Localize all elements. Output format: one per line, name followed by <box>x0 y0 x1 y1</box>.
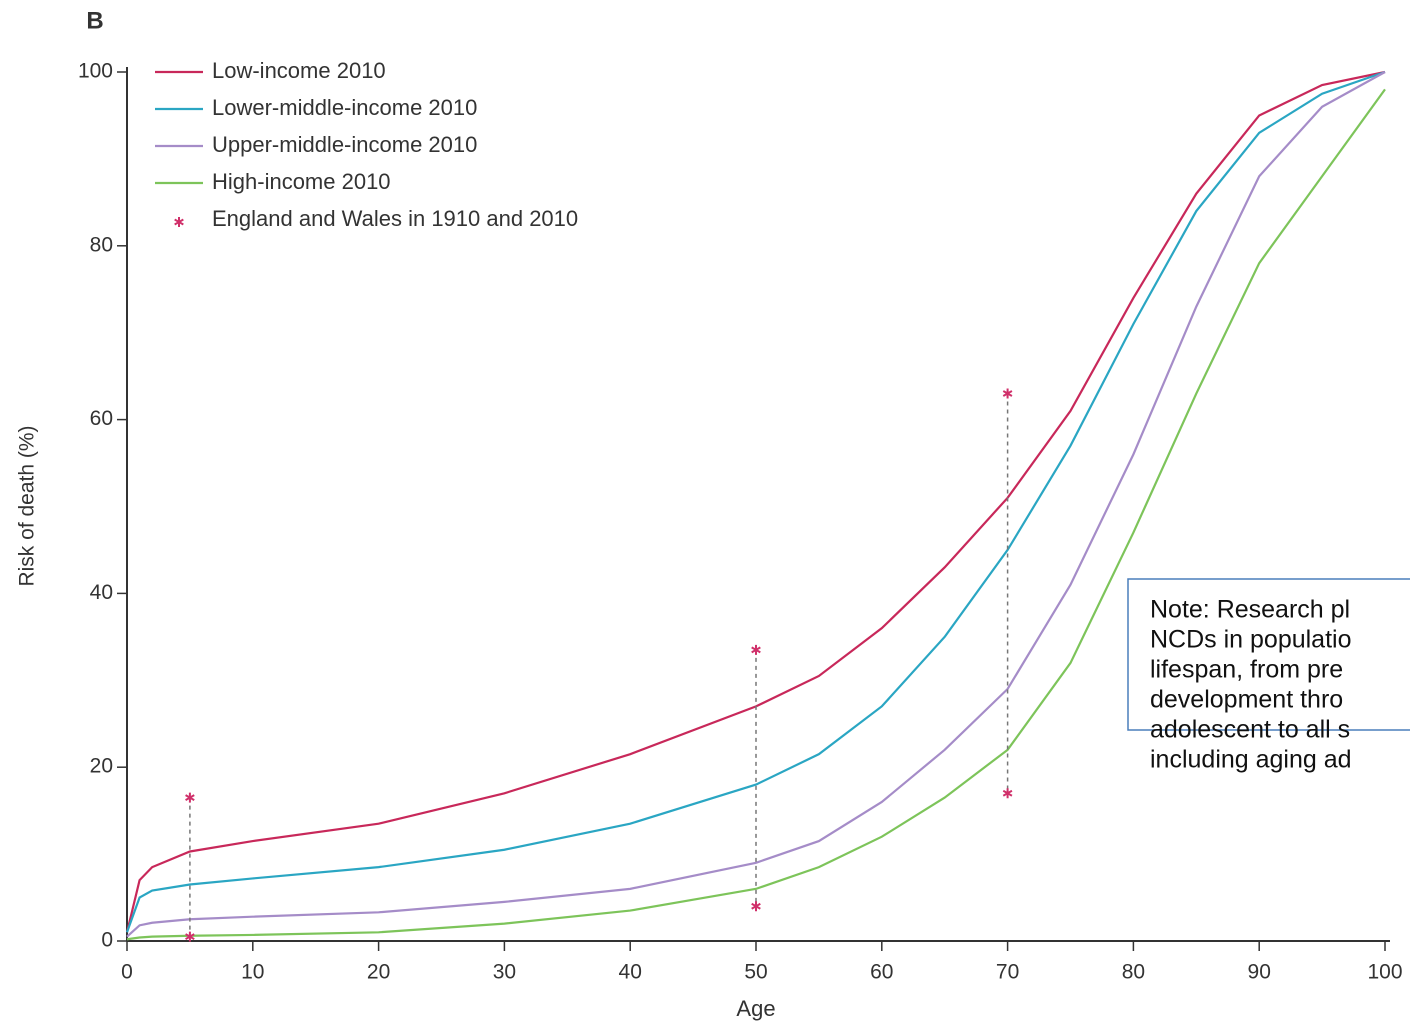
x-tick-label: 60 <box>870 961 893 984</box>
legend-marker <box>174 217 184 227</box>
y-tick-label: 80 <box>90 233 113 256</box>
x-tick-label: 80 <box>1122 961 1145 984</box>
legend-label: Lower-middle-income 2010 <box>212 95 477 120</box>
scatter-point <box>185 792 195 803</box>
note-text: development thro <box>1150 686 1343 714</box>
x-tick-label: 70 <box>996 961 1019 984</box>
note-text: lifespan, from pre <box>1150 656 1343 684</box>
series-line <box>126 71 1386 938</box>
series-line <box>125 70 1386 933</box>
x-tick-label: 100 <box>1367 961 1402 984</box>
scatter-point <box>185 931 195 942</box>
x-tick-label: 30 <box>493 961 516 984</box>
scatter-point <box>1002 788 1013 799</box>
y-tick-label: 40 <box>90 581 113 604</box>
legend-label: High-income 2010 <box>212 169 391 194</box>
y-axis-label: Risk of death (%) <box>16 425 39 586</box>
panel-label: B <box>86 7 103 34</box>
x-tick-label: 90 <box>1248 961 1271 984</box>
legend-label: Low-income 2010 <box>212 58 386 83</box>
y-tick-label: 0 <box>101 929 113 952</box>
scatter-point <box>751 901 761 912</box>
x-tick-label: 50 <box>744 961 767 984</box>
legend-label: Upper-middle-income 2010 <box>212 132 477 157</box>
series-line <box>125 70 1386 933</box>
note-box <box>1127 578 1410 731</box>
note-text: Note: Research pl <box>1150 596 1350 624</box>
y-tick-label: 20 <box>90 755 113 778</box>
scatter-point <box>1002 388 1013 399</box>
scatter-point <box>751 644 761 655</box>
x-tick-label: 10 <box>241 961 264 984</box>
note-text: including aging ad <box>1150 746 1352 774</box>
x-tick-label: 0 <box>121 961 133 984</box>
note-text: NCDs in populatio <box>1150 626 1352 654</box>
x-tick-label: 40 <box>619 961 642 984</box>
x-axis-label: Age <box>736 996 775 1021</box>
note-text: adolescent to all s <box>1150 716 1350 744</box>
y-tick-label: 100 <box>78 60 113 83</box>
y-tick-label: 60 <box>90 407 113 430</box>
x-tick-label: 20 <box>367 961 390 984</box>
legend-label: England and Wales in 1910 and 2010 <box>212 206 578 231</box>
